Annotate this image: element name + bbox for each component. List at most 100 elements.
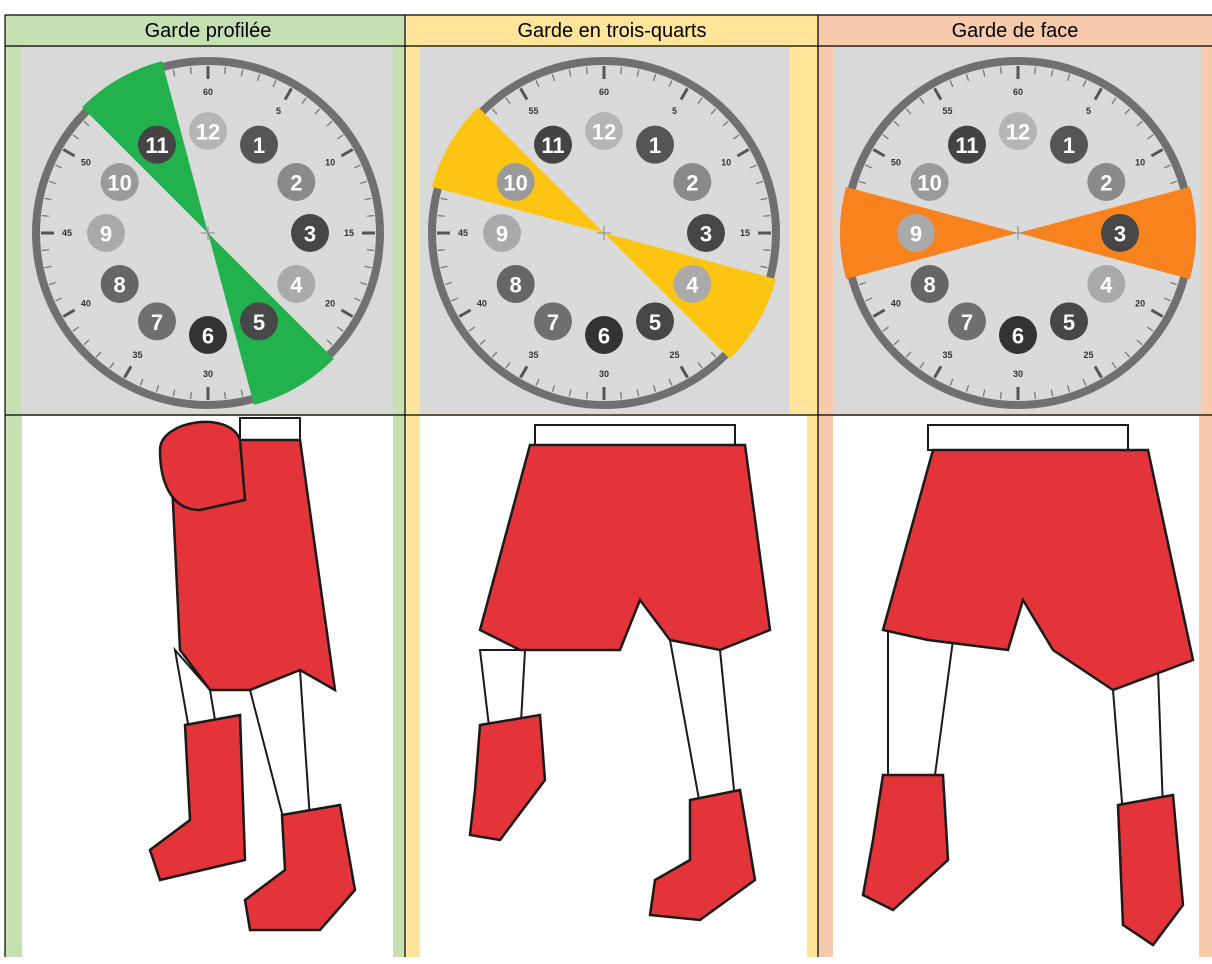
hour-label: 10 [917, 171, 941, 196]
hour-label: 9 [910, 222, 922, 247]
hour-label: 11 [541, 133, 564, 158]
hour-label: 11 [955, 133, 978, 158]
hour-label: 9 [100, 222, 112, 247]
belt [240, 418, 300, 440]
minute-label: 40 [81, 299, 91, 309]
hour-label: 1 [253, 133, 265, 158]
hour-label: 1 [1063, 133, 1075, 158]
hour-label: 4 [1100, 273, 1113, 298]
hour-label: 6 [202, 324, 214, 349]
minute-label: 45 [62, 228, 72, 238]
minute-label: 55 [942, 106, 952, 116]
minute-tick [225, 67, 226, 74]
minute-label: 10 [1135, 158, 1145, 168]
hour-label: 3 [304, 222, 316, 247]
hour-label: 1 [649, 133, 661, 158]
minute-label: 10 [325, 158, 335, 168]
minute-label: 25 [1083, 350, 1093, 360]
minute-tick [763, 250, 770, 251]
minute-tick [1035, 392, 1036, 399]
minute-label: 5 [672, 106, 677, 116]
minute-label: 60 [203, 87, 213, 97]
minute-label: 60 [1013, 87, 1023, 97]
clock: 60510152025303540455055121234567891011 [36, 61, 380, 405]
minute-tick [1035, 67, 1036, 74]
minute-label: 50 [891, 158, 901, 168]
minute-tick [42, 250, 49, 251]
minute-label: 15 [740, 228, 750, 238]
clock: 60510152025303540455055121234567891011 [432, 61, 776, 405]
minute-label: 40 [891, 299, 901, 309]
minute-label: 10 [721, 158, 731, 168]
hour-label: 2 [686, 171, 698, 196]
minute-tick [1001, 67, 1002, 74]
hour-label: 7 [547, 310, 559, 335]
hour-label: 8 [924, 273, 936, 298]
hour-label: 5 [1063, 310, 1075, 335]
minute-tick [438, 216, 445, 217]
hour-label: 10 [107, 171, 131, 196]
hour-label: 4 [686, 273, 699, 298]
leg [1113, 670, 1163, 815]
minute-label: 45 [458, 228, 468, 238]
minute-label: 15 [344, 228, 354, 238]
column-header: Garde de face [952, 20, 1079, 42]
belt [928, 425, 1128, 450]
page: 6051015202530354045505512123456789101160… [0, 0, 1212, 959]
hour-label: 3 [1114, 222, 1126, 247]
hour-label: 8 [510, 273, 522, 298]
minute-label: 5 [276, 106, 281, 116]
minute-label: 35 [528, 350, 538, 360]
minute-label: 35 [132, 350, 142, 360]
minute-label: 5 [1086, 106, 1091, 116]
minute-tick [191, 392, 192, 399]
minute-label: 25 [669, 350, 679, 360]
hour-label: 12 [592, 120, 616, 145]
hour-label: 4 [290, 273, 303, 298]
column-header: Garde profilée [145, 20, 272, 42]
clocks: 6051015202530354045505512123456789101160… [36, 61, 1196, 405]
minute-tick [621, 67, 622, 74]
minute-label: 30 [1013, 369, 1023, 379]
hour-label: 11 [145, 133, 168, 158]
minute-label: 30 [599, 369, 609, 379]
hour-label: 5 [253, 310, 265, 335]
hour-label: 7 [961, 310, 973, 335]
belt [535, 425, 735, 447]
hour-label: 8 [114, 273, 126, 298]
minute-label: 55 [528, 106, 538, 116]
minute-tick [42, 216, 49, 217]
minute-tick [587, 67, 588, 74]
glove [160, 422, 245, 510]
minute-label: 35 [942, 350, 952, 360]
minute-label: 50 [81, 158, 91, 168]
clock: 60510152025303540455055121234567891011 [840, 61, 1196, 405]
hour-label: 12 [196, 120, 220, 145]
minute-tick [763, 216, 770, 217]
minute-tick [225, 392, 226, 399]
column-header: Garde en trois-quarts [518, 20, 707, 42]
minute-label: 20 [325, 299, 335, 309]
shorts [480, 445, 770, 650]
hour-label: 10 [503, 171, 527, 196]
minute-label: 40 [477, 299, 487, 309]
minute-label: 20 [1135, 299, 1145, 309]
hour-label: 6 [1012, 324, 1024, 349]
minute-tick [367, 250, 374, 251]
minute-tick [367, 216, 374, 217]
hour-label: 2 [1100, 171, 1112, 196]
hour-label: 9 [496, 222, 508, 247]
hour-label: 6 [598, 324, 610, 349]
minute-tick [191, 67, 192, 74]
minute-label: 30 [203, 369, 213, 379]
minute-tick [587, 392, 588, 399]
minute-tick [621, 392, 622, 399]
hour-label: 7 [151, 310, 163, 335]
hour-label: 2 [290, 171, 302, 196]
minute-tick [438, 250, 445, 251]
minute-label: 60 [599, 87, 609, 97]
hour-label: 5 [649, 310, 661, 335]
hour-label: 12 [1006, 120, 1030, 145]
hour-label: 3 [700, 222, 712, 247]
minute-tick [1001, 392, 1002, 399]
